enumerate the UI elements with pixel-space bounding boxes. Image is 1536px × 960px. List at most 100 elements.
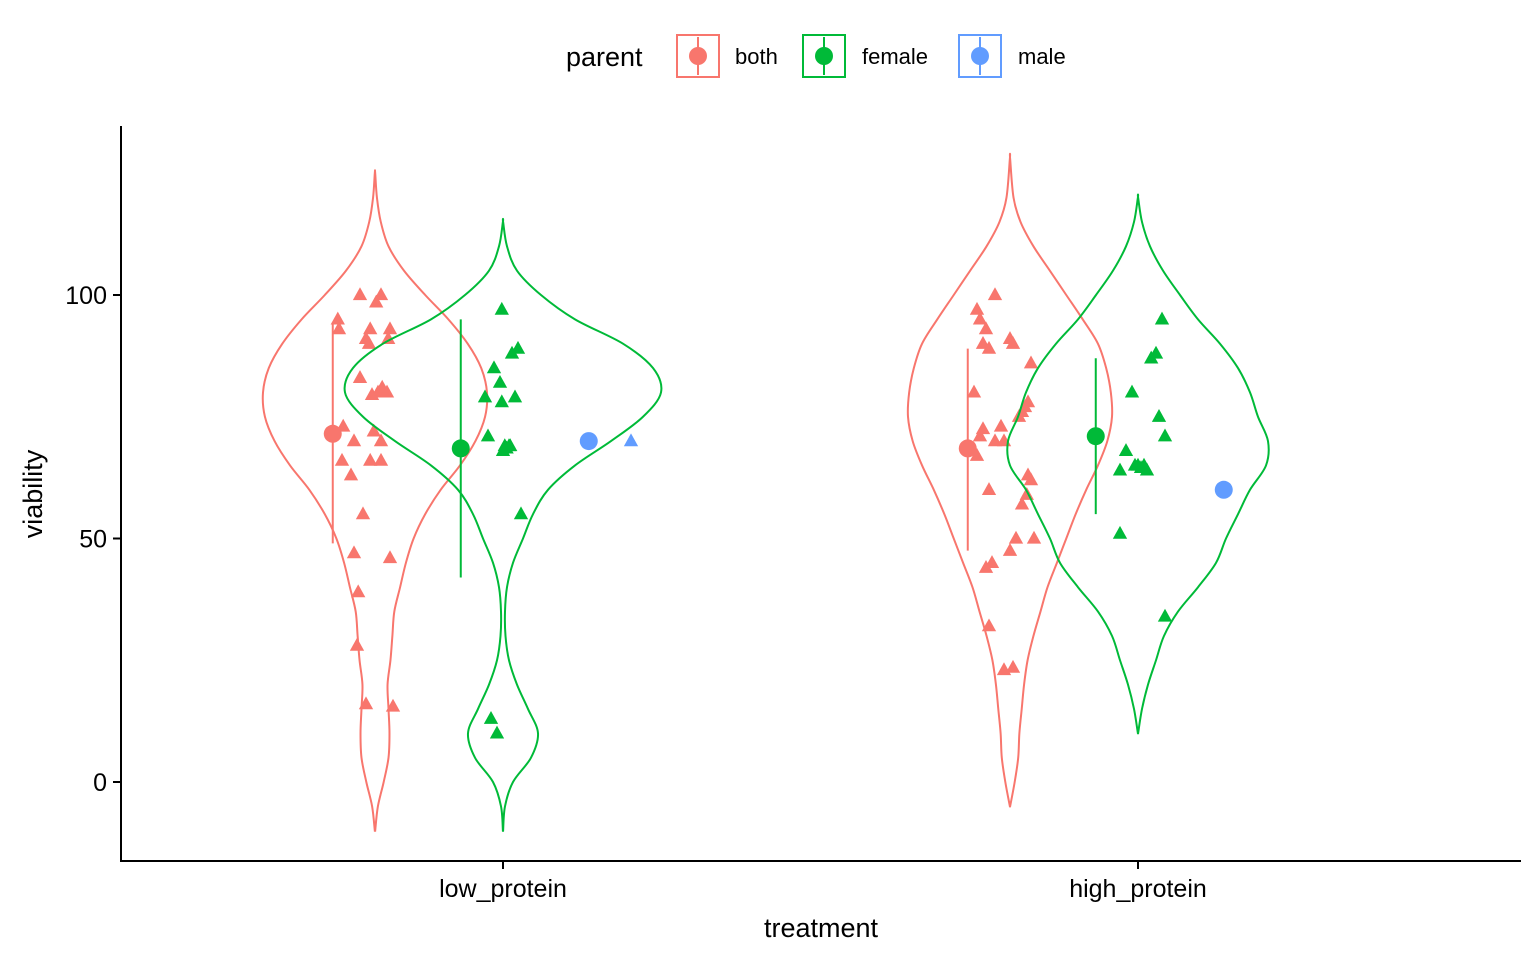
violin-both [906,152,1114,808]
summary-mean [1214,480,1233,499]
data-point [373,287,389,301]
summary-mean [579,432,598,451]
data-point [507,389,523,403]
data-point [1002,542,1018,556]
group-low_protein-male [579,432,639,451]
data-point [355,506,371,520]
data-point [993,418,1009,432]
data-point [510,340,526,354]
data-point [1112,462,1128,476]
data-point [369,294,384,308]
data-point [1157,608,1173,622]
legend-title: parent [566,42,643,72]
data-point [381,331,396,344]
x-ticks: low_protein high_protein [439,861,1207,903]
data-point [343,467,359,481]
data-point [1005,335,1021,349]
data-point [1112,525,1128,539]
legend-label-female: female [862,44,928,69]
data-point [978,321,994,335]
group-high_protein-female [1006,193,1270,735]
data-point [361,335,377,349]
group-high_protein-both [906,152,1114,808]
data-point [492,374,508,388]
data-point [1014,496,1030,510]
data-point [1023,472,1039,486]
legend-label-male: male [1018,44,1066,69]
data-point [375,379,390,393]
data-point [494,301,509,315]
data-point [486,360,502,374]
data-point [969,301,985,315]
legend-key-male: male [958,34,1066,78]
data-point [1139,462,1155,476]
data-point [331,321,347,335]
data-point [352,287,368,301]
data-point [366,423,381,437]
summary-mean [958,439,977,458]
group-low_protein-female [343,217,663,832]
data-point [1148,345,1164,359]
data-point [981,618,997,632]
summary-mean [1086,427,1105,446]
x-tick-label: high_protein [1069,875,1207,903]
data-point [972,311,988,325]
data-point [489,725,505,739]
data-point [1020,394,1036,408]
data-point [987,287,1003,301]
x-axis-label: treatment [764,913,879,943]
violin-both [261,169,489,832]
data-point [334,452,350,466]
data-point [330,311,345,325]
plot-area [261,152,1270,832]
data-point [351,584,366,598]
data-point [1157,428,1173,442]
y-tick-label: 50 [79,526,107,554]
legend-key-female: female [802,34,928,78]
data-point [969,447,985,461]
data-point [1008,530,1024,544]
legend-label-both: both [735,44,778,69]
data-point [373,433,389,447]
legend-key-both: both [676,34,778,78]
data-point [1019,486,1034,500]
data-point [349,637,365,651]
y-axis-label: viability [18,449,48,538]
data-point [1118,443,1134,456]
data-point [978,559,994,573]
data-point [477,389,493,403]
data-point [494,394,509,408]
axes: 0 50 100 low_protein high_protein treatment… [18,126,1521,943]
violin-female [1006,193,1270,735]
data-point [513,506,529,520]
data-point [363,321,378,335]
y-ticks: 0 50 100 [65,282,121,797]
data-point [352,370,368,383]
data-point [981,482,997,495]
y-tick-label: 100 [65,282,107,310]
data-point [1154,311,1170,325]
x-tick-label: low_protein [439,875,567,903]
group-low_protein-both [261,169,489,832]
data-point [363,452,378,466]
legend: parent both female male [566,34,1066,78]
violin-female [343,217,663,832]
data-point [382,550,398,564]
data-point [1023,355,1039,369]
data-point [1151,409,1167,422]
summary-mean [451,439,470,458]
data-point [981,340,997,354]
data-point [382,321,398,335]
data-point [503,438,518,452]
data-point [1026,530,1042,544]
data-point [346,433,362,447]
data-point [975,421,991,435]
data-point [346,545,362,559]
data-point [358,696,374,710]
data-point [385,698,401,712]
data-point [972,428,988,442]
data-point [373,452,389,466]
data-point [483,710,499,724]
data-point [1124,384,1140,398]
